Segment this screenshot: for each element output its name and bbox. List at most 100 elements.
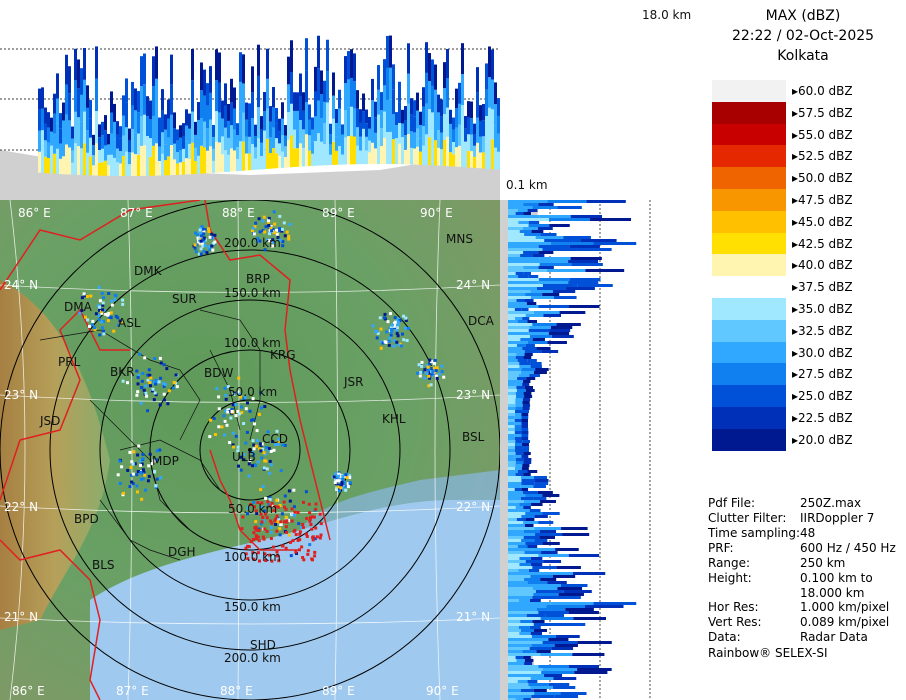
top-echo-segment: [467, 134, 470, 151]
side-echo-segment: [516, 299, 526, 302]
echo-pixel: [135, 393, 139, 397]
top-echo-segment: [128, 164, 131, 176]
top-echo-segment: [323, 123, 326, 145]
echo-pixel: [238, 392, 242, 396]
side-echo-segment: [515, 404, 523, 407]
side-echo-segment: [529, 626, 541, 629]
top-echo-segment: [254, 147, 257, 159]
top-echo-segment: [53, 133, 56, 154]
scale-label: ▸27.5 dBZ: [792, 367, 853, 382]
side-echo-segment: [508, 458, 516, 461]
side-echo-segment: [525, 293, 543, 296]
echo-pixel: [272, 210, 276, 214]
top-echo-segment: [485, 142, 488, 169]
side-echo-segment: [538, 245, 570, 248]
side-echo-segment: [530, 557, 543, 560]
echo-pixel: [279, 469, 283, 473]
side-echo-segment: [508, 515, 522, 518]
side-echo-segment: [528, 221, 540, 224]
top-echo-segment: [320, 141, 323, 166]
top-echo-segment: [464, 141, 467, 155]
product-time: 22:22 / 02-Oct-2025: [731, 28, 875, 44]
echo-pixel: [119, 321, 123, 325]
coast-pixel: [296, 538, 300, 542]
echo-pixel: [141, 452, 145, 456]
echo-pixel: [430, 372, 434, 376]
side-echo-segment: [535, 236, 564, 239]
top-echo-segment: [194, 134, 197, 148]
side-echo-segment: [538, 266, 554, 269]
top-echo-segment: [209, 119, 212, 147]
top-echo-segment: [476, 117, 479, 143]
metadata-row: PRF: 600 Hz / 450 Hz: [708, 541, 896, 555]
top-echo-segment: [335, 150, 338, 165]
top-echo-segment: [419, 124, 422, 139]
top-echo-segment: [53, 113, 56, 134]
metadata-key: Height:: [708, 571, 752, 585]
top-echo-segment: [170, 84, 173, 115]
coast-pixel: [318, 536, 322, 540]
top-echo-segment: [44, 156, 47, 174]
coast-pixel: [263, 552, 267, 556]
side-echo-segment: [556, 596, 581, 599]
top-echo-segment: [431, 112, 434, 139]
echo-pixel: [385, 330, 389, 334]
side-echo-segment: [508, 218, 550, 221]
top-echo-segment: [425, 103, 428, 135]
top-echo-segment: [392, 139, 395, 165]
coast-pixel: [284, 507, 288, 511]
top-echo-segment: [419, 138, 422, 152]
echo-pixel: [308, 543, 312, 547]
top-echo-segment: [296, 110, 299, 130]
top-echo-segment: [335, 109, 338, 123]
station-dca: DCA: [468, 314, 494, 328]
echo-pixel: [254, 520, 258, 524]
top-echo-segment: [383, 85, 386, 112]
top-echo-segment: [161, 110, 164, 133]
top-echo-segment: [275, 153, 278, 169]
top-echo-segment: [41, 87, 44, 109]
coast-pixel: [275, 529, 279, 533]
echo-pixel: [91, 323, 94, 327]
side-echo-segment: [508, 545, 518, 548]
range-label-150-north: 150.0 km: [224, 286, 281, 300]
top-echo-segment: [311, 129, 314, 142]
coast-pixel: [283, 505, 286, 509]
side-echo-segment: [553, 677, 577, 680]
top-echo-segment: [203, 147, 206, 174]
side-echo-segment: [522, 383, 530, 386]
echo-pixel: [211, 248, 215, 252]
echo-pixel: [423, 368, 427, 372]
echo-pixel: [217, 407, 221, 411]
echo-pixel: [398, 319, 402, 322]
side-echo-segment: [508, 623, 534, 626]
coast-pixel: [298, 530, 302, 534]
top-echo-segment: [137, 133, 140, 155]
top-echo-segment: [314, 91, 317, 117]
side-echo-segment: [514, 428, 522, 431]
top-echo-segment: [140, 56, 143, 87]
coast-pixel: [266, 500, 270, 504]
top-echo-segment: [263, 130, 266, 150]
echo-pixel: [222, 414, 226, 418]
coast-pixel: [251, 538, 255, 541]
echo-pixel: [287, 533, 291, 537]
top-echo-segment: [44, 107, 47, 124]
top-echo-segment: [233, 87, 236, 109]
echo-pixel: [335, 486, 339, 490]
top-echo-segment: [80, 94, 83, 122]
top-echo-segment: [482, 136, 485, 153]
side-echo-segment: [520, 620, 533, 623]
top-echo-segment: [101, 148, 104, 163]
side-echo-segment: [508, 599, 519, 602]
scale-label: ▸52.5 dBZ: [792, 149, 853, 164]
echo-pixel: [158, 448, 162, 452]
echo-pixel: [395, 331, 399, 335]
side-echo-segment: [508, 206, 533, 209]
echo-pixel: [348, 481, 352, 485]
coast-pixel: [314, 526, 318, 530]
side-echo-segment: [568, 611, 599, 614]
coast-pixel: [293, 510, 297, 514]
echo-pixel: [236, 390, 240, 394]
side-echo-segment: [508, 416, 515, 419]
